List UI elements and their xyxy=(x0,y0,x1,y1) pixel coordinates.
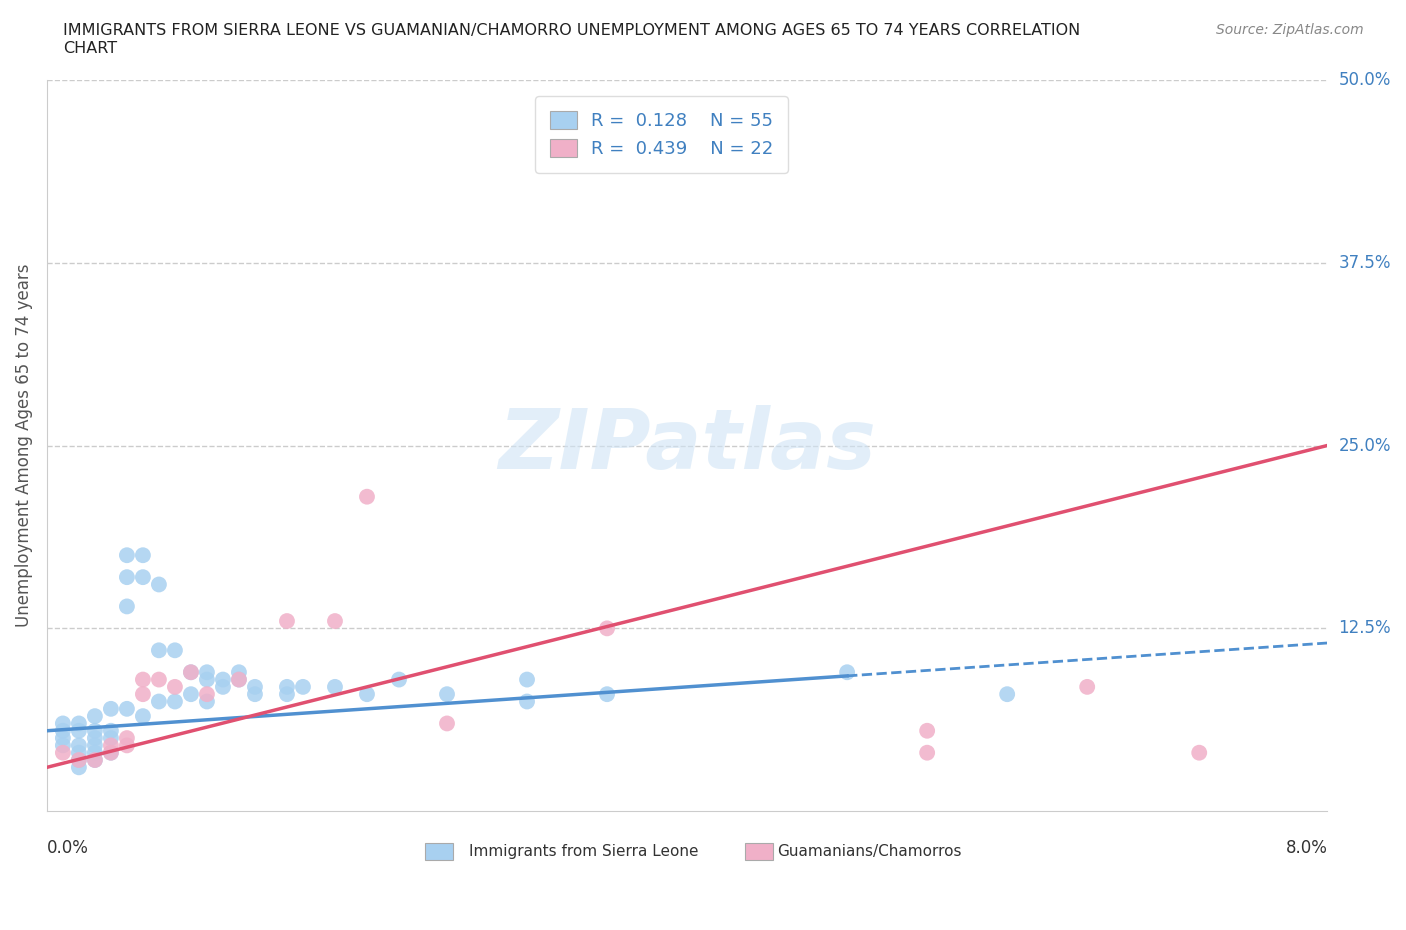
Point xyxy=(132,709,155,724)
Point xyxy=(115,570,138,585)
Point xyxy=(132,686,155,701)
Point xyxy=(100,737,122,752)
Legend: R =  0.128    N = 55, R =  0.439    N = 22: R = 0.128 N = 55, R = 0.439 N = 22 xyxy=(536,96,787,173)
Point xyxy=(243,680,266,695)
Point xyxy=(148,694,170,709)
Y-axis label: Unemployment Among Ages 65 to 74 years: Unemployment Among Ages 65 to 74 years xyxy=(15,264,32,627)
Point xyxy=(67,752,90,767)
Point xyxy=(276,614,298,629)
Point xyxy=(837,665,859,680)
Text: 50.0%: 50.0% xyxy=(1339,71,1391,88)
Point xyxy=(115,548,138,563)
Point xyxy=(83,752,105,767)
Point xyxy=(995,686,1018,701)
Point xyxy=(115,701,138,716)
Point xyxy=(228,672,250,687)
Point xyxy=(195,694,218,709)
Point xyxy=(243,686,266,701)
Point xyxy=(323,680,346,695)
Point xyxy=(148,577,170,591)
Point xyxy=(83,731,105,746)
Point xyxy=(52,737,75,752)
Point xyxy=(276,686,298,701)
Point xyxy=(915,745,938,760)
Point xyxy=(291,680,314,695)
Point xyxy=(115,737,138,752)
Point xyxy=(52,745,75,760)
Point xyxy=(596,686,619,701)
Point xyxy=(67,745,90,760)
Point xyxy=(67,737,90,752)
Point xyxy=(100,701,122,716)
Point xyxy=(100,724,122,738)
Point xyxy=(52,731,75,746)
Point xyxy=(67,752,90,767)
Point xyxy=(67,760,90,775)
Point xyxy=(228,672,250,687)
Point xyxy=(180,665,202,680)
Point xyxy=(388,672,411,687)
Text: ZIPatlas: ZIPatlas xyxy=(498,405,876,486)
Point xyxy=(1188,745,1211,760)
Point xyxy=(195,665,218,680)
Point xyxy=(915,724,938,738)
Point xyxy=(356,489,378,504)
Text: IMMIGRANTS FROM SIERRA LEONE VS GUAMANIAN/CHAMORRO UNEMPLOYMENT AMONG AGES 65 TO: IMMIGRANTS FROM SIERRA LEONE VS GUAMANIA… xyxy=(63,23,1081,56)
Point xyxy=(115,599,138,614)
Point xyxy=(83,724,105,738)
Point xyxy=(516,694,538,709)
Text: Guamanians/Chamorros: Guamanians/Chamorros xyxy=(776,844,962,859)
Point xyxy=(212,680,235,695)
Point xyxy=(180,686,202,701)
Point xyxy=(148,643,170,658)
Point xyxy=(323,614,346,629)
Point xyxy=(356,686,378,701)
Point xyxy=(276,680,298,695)
Text: Immigrants from Sierra Leone: Immigrants from Sierra Leone xyxy=(470,844,699,859)
Text: 37.5%: 37.5% xyxy=(1339,254,1391,272)
Point xyxy=(163,694,186,709)
Point xyxy=(100,745,122,760)
Point xyxy=(148,672,170,687)
Point xyxy=(516,672,538,687)
Point xyxy=(83,745,105,760)
Text: 0.0%: 0.0% xyxy=(46,839,89,857)
Point xyxy=(596,621,619,636)
Point xyxy=(436,716,458,731)
Point xyxy=(195,686,218,701)
Text: 12.5%: 12.5% xyxy=(1339,619,1391,637)
Point xyxy=(67,716,90,731)
Point xyxy=(83,737,105,752)
Text: 25.0%: 25.0% xyxy=(1339,436,1391,455)
Point xyxy=(195,672,218,687)
Point xyxy=(228,665,250,680)
Text: 8.0%: 8.0% xyxy=(1285,839,1327,857)
Point xyxy=(132,548,155,563)
Point xyxy=(163,680,186,695)
Point xyxy=(132,570,155,585)
Point xyxy=(212,672,235,687)
Point xyxy=(100,731,122,746)
Point xyxy=(52,716,75,731)
Point xyxy=(115,731,138,746)
FancyBboxPatch shape xyxy=(425,843,453,860)
Point xyxy=(83,752,105,767)
FancyBboxPatch shape xyxy=(745,843,773,860)
Point xyxy=(1076,680,1098,695)
Point xyxy=(180,665,202,680)
Point xyxy=(83,709,105,724)
Point xyxy=(67,724,90,738)
Point xyxy=(52,724,75,738)
Text: Source: ZipAtlas.com: Source: ZipAtlas.com xyxy=(1216,23,1364,37)
Point xyxy=(436,686,458,701)
Point xyxy=(100,745,122,760)
Point xyxy=(132,672,155,687)
Point xyxy=(163,643,186,658)
